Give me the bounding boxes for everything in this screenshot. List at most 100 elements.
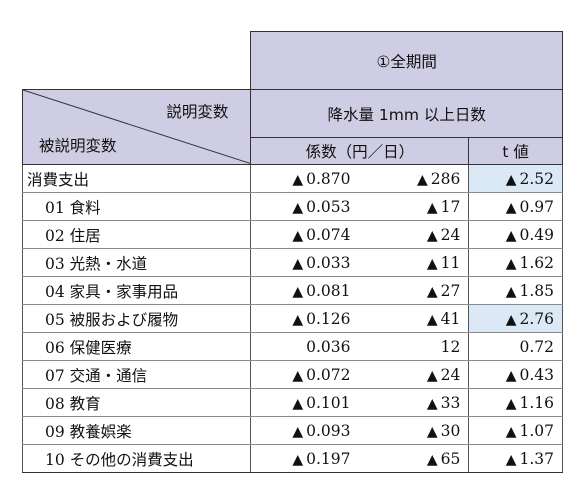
negative-mark: ▲ <box>426 283 438 300</box>
row-label: 08 教育 <box>21 388 251 417</box>
negative-mark: ▲ <box>292 199 304 216</box>
negative-mark: ▲ <box>292 395 304 412</box>
t-value-cell-value: 1.07 <box>519 421 554 440</box>
negative-mark: ▲ <box>292 255 304 272</box>
coef-per-mm-cell: ▲ 0.126 <box>250 304 359 333</box>
t-value-header: t 値 <box>468 137 563 165</box>
negative-mark: ▲ <box>292 451 304 468</box>
t-value-cell: ▲ 2.76 <box>468 304 563 333</box>
row-label: 10 その他の消費支出 <box>21 444 251 473</box>
coef-per-day-cell-value: 30 <box>440 421 461 440</box>
coef-per-day-cell: ▲ 17 <box>358 192 469 221</box>
coef-per-mm-cell: ▲ 0.072 <box>250 360 359 389</box>
coef-per-mm-cell-value: 0.093 <box>306 421 351 440</box>
coefficient-header: 係数（円／日） <box>250 137 470 165</box>
t-value-cell: ▲ 1.16 <box>468 388 563 417</box>
negative-mark: ▲ <box>505 423 517 440</box>
negative-mark: ▲ <box>505 227 517 244</box>
explanatory-label: 説明変数 <box>166 103 229 121</box>
diagonal-line <box>23 90 251 164</box>
t-value-cell: ▲ 0.97 <box>468 192 563 221</box>
coef-per-mm-cell: ▲ 0.870 <box>250 164 359 193</box>
negative-mark: ▲ <box>505 171 517 188</box>
coef-per-day-cell-value: 17 <box>440 197 461 216</box>
coef-per-day-cell-value: 11 <box>440 253 461 272</box>
t-value-cell: ▲ 1.07 <box>468 416 563 445</box>
negative-mark: ▲ <box>426 395 438 412</box>
row-label: 04 家具・家事用品 <box>21 276 251 305</box>
coef-per-mm-cell-value: 0.053 <box>306 197 351 216</box>
coef-per-mm-cell-value: 0.081 <box>306 281 351 300</box>
table-row: 06 保健医療 0.036 12 0.72 <box>21 332 563 361</box>
table-row: 10 その他の消費支出 ▲ 0.197 ▲ 65 ▲ 1.37 <box>21 444 563 473</box>
header-row-variable: 説明変数 被説明変数 降水量 1mm 以上日数 <box>21 89 563 165</box>
t-value-cell: ▲ 0.43 <box>468 360 563 389</box>
coef-per-mm-cell: ▲ 0.197 <box>250 444 359 473</box>
coef-per-day-cell-value: 27 <box>440 281 461 300</box>
coef-per-day-cell-value: 41 <box>440 309 461 328</box>
negative-mark: ▲ <box>426 423 438 440</box>
negative-mark: ▲ <box>505 451 517 468</box>
coef-per-mm-cell: ▲ 0.081 <box>250 276 359 305</box>
negative-mark: ▲ <box>426 227 438 244</box>
coef-per-day-cell: ▲ 65 <box>358 444 469 473</box>
t-value-cell-value: 1.85 <box>519 281 554 300</box>
coef-per-mm-cell-value: 0.036 <box>306 337 351 356</box>
coef-per-day-cell-value: 24 <box>440 365 461 384</box>
t-value-cell-value: 0.72 <box>519 337 554 356</box>
header-row-period: ①全期間 <box>22 31 563 90</box>
t-value-cell-value: 0.43 <box>519 365 554 384</box>
negative-mark: ▲ <box>426 199 438 216</box>
coef-per-mm-cell: ▲ 0.053 <box>250 192 359 221</box>
negative-mark: ▲ <box>416 171 428 188</box>
t-value-cell-value: 2.76 <box>519 309 554 328</box>
coef-per-day-cell-value: 24 <box>440 225 461 244</box>
coef-per-mm-cell-value: 0.101 <box>306 393 351 412</box>
coef-per-mm-cell-value: 0.126 <box>306 309 351 328</box>
negative-mark: ▲ <box>292 171 304 188</box>
negative-mark: ▲ <box>292 367 304 384</box>
negative-mark: ▲ <box>505 283 517 300</box>
negative-mark: ▲ <box>426 311 438 328</box>
table-row: 03 光熱・水道 ▲ 0.033 ▲ 11 ▲ 1.62 <box>21 248 563 277</box>
regression-table: ①全期間 説明変数 被説明変数 降水量 1mm 以上日数 係数（円／日） t 値… <box>21 31 563 473</box>
coef-per-mm-cell: ▲ 0.033 <box>250 248 359 277</box>
coef-per-day-cell: ▲ 33 <box>358 388 469 417</box>
t-value-cell: 0.72 <box>468 332 563 361</box>
coef-per-day-cell: ▲ 11 <box>358 248 469 277</box>
t-value-cell: ▲ 1.37 <box>468 444 563 473</box>
row-label: 01 食料 <box>21 192 251 221</box>
diagonal-header-cell: 説明変数 被説明変数 <box>21 89 251 165</box>
table-row: 02 住居 ▲ 0.074 ▲ 24 ▲ 0.49 <box>21 220 563 249</box>
row-label: 03 光熱・水道 <box>21 248 251 277</box>
t-value-cell-value: 0.97 <box>519 197 554 216</box>
coef-per-day-cell: 12 <box>358 332 469 361</box>
coef-per-mm-cell: ▲ 0.101 <box>250 388 359 417</box>
coef-per-mm-cell-value: 0.074 <box>306 225 351 244</box>
coef-per-day-cell: ▲ 30 <box>358 416 469 445</box>
header-blank-cell <box>22 31 251 90</box>
t-value-cell: ▲ 0.49 <box>468 220 563 249</box>
coef-per-day-cell-value: 33 <box>440 393 461 412</box>
row-label: 02 住居 <box>21 220 251 249</box>
coef-per-mm-cell: ▲ 0.074 <box>250 220 359 249</box>
negative-mark: ▲ <box>505 255 517 272</box>
row-label: 06 保健医療 <box>21 332 251 361</box>
coef-per-mm-cell-value: 0.033 <box>306 253 351 272</box>
explanatory-variable-header: 降水量 1mm 以上日数 <box>250 89 563 138</box>
negative-mark: ▲ <box>292 423 304 440</box>
table-row: 09 教養娯楽 ▲ 0.093 ▲ 30 ▲ 1.07 <box>21 416 563 445</box>
coef-per-day-cell-value: 286 <box>430 169 461 188</box>
t-value-cell-value: 1.16 <box>519 393 554 412</box>
negative-mark: ▲ <box>505 395 517 412</box>
negative-mark: ▲ <box>292 283 304 300</box>
negative-mark: ▲ <box>292 311 304 328</box>
coef-per-day-cell-value: 12 <box>440 337 461 356</box>
coef-per-day-cell: ▲ 24 <box>358 360 469 389</box>
table-row: 01 食料 ▲ 0.053 ▲ 17 ▲ 0.97 <box>21 192 563 221</box>
coef-per-day-cell: ▲ 27 <box>358 276 469 305</box>
negative-mark: ▲ <box>505 367 517 384</box>
table-row: 08 教育 ▲ 0.101 ▲ 33 ▲ 1.16 <box>21 388 563 417</box>
table-row: 05 被服および履物 ▲ 0.126 ▲ 41 ▲ 2.76 <box>21 304 563 333</box>
row-label: 09 教養娯楽 <box>21 416 251 445</box>
